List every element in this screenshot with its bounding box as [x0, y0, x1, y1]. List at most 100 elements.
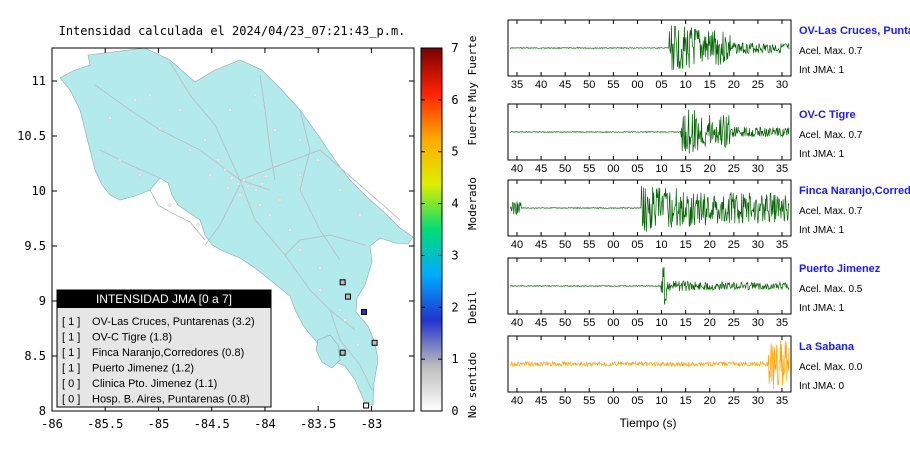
trace-tick-label: 35	[776, 395, 788, 407]
trace-tick-label: 40	[535, 79, 547, 91]
town-marker	[258, 203, 262, 207]
waveform	[509, 109, 790, 154]
legend-item-label: OV-Las Cruces, Puntarenas (3.2)	[92, 316, 255, 328]
colorbar-tick-label: 2	[451, 300, 458, 314]
town-marker	[338, 188, 342, 192]
town-marker	[298, 138, 302, 142]
trace-int-jma: Int JMA: 0	[799, 381, 844, 392]
town-marker	[238, 193, 242, 197]
intensity-legend: INTENSIDAD JMA [0 a 7] [ 1 ] OV-Las Cruce…	[56, 289, 272, 408]
trace-tick-label: 15	[680, 163, 692, 175]
colorbar: 0 1 2 3 4 5 6 7 No sentido Debil Moderado Fuerte Mu…	[420, 36, 479, 419]
legend-item-label: Hosp. B. Aires, Puntarenas (0.8)	[92, 394, 250, 406]
legend-box	[56, 289, 272, 408]
trace-acel-max: Acel. Max. 0.5	[799, 284, 863, 295]
map-y-tick-label: 8.5	[24, 349, 46, 363]
trace-tick-label: 40	[511, 395, 523, 407]
town-marker	[288, 228, 292, 232]
road	[239, 149, 401, 221]
waveform	[509, 185, 790, 232]
trace-tick-label: 05	[631, 239, 643, 251]
trace-station-name: OV-C Tigre	[799, 109, 856, 121]
trace-tick-label: 05	[655, 79, 667, 91]
legend-item-label: OV-C Tigre (1.8)	[92, 332, 172, 344]
colorbar-tick-label: 3	[451, 248, 458, 262]
legend-item-code: [ 1 ]	[62, 316, 80, 328]
station-marker	[360, 309, 367, 315]
trace-station-name: OV-Las Cruces, Puntarenas	[799, 25, 910, 37]
colorbar-tick-label: 4	[451, 197, 458, 211]
trace-tick-label: 10	[680, 79, 692, 91]
station-marker	[344, 293, 351, 300]
trace-tick-label: 15	[680, 239, 692, 251]
colorbar-tick-label: 6	[451, 93, 458, 107]
town-marker	[246, 184, 250, 188]
legend-items: [ 1 ] OV-Las Cruces, Puntarenas (3.2) [ 1 …	[62, 316, 255, 406]
road	[284, 234, 366, 256]
trace-tick-label: 35	[511, 79, 523, 91]
town-marker	[236, 182, 240, 186]
trace-tick-label: 00	[607, 317, 619, 329]
trace-tick-label: 15	[680, 317, 692, 329]
trace-tick-label: 40	[511, 239, 523, 251]
town-marker	[358, 213, 362, 217]
trace-tick-label: 15	[704, 79, 716, 91]
colorbar-tick-label: 5	[451, 145, 458, 159]
trace-tick-label: 40	[511, 163, 523, 175]
trace-tick-label: 55	[607, 79, 619, 91]
trace-tick-label: 10	[655, 395, 667, 407]
trace-tick-label: 55	[583, 395, 595, 407]
town-marker	[298, 248, 302, 252]
trace-tick-label: 50	[559, 163, 571, 175]
map-x-axis: -86 -85.5 -85 -84.5 -84 -83.5 -83	[41, 48, 382, 431]
trace-tick-label: 55	[583, 163, 595, 175]
trace-tick-label: 50	[583, 79, 595, 91]
town-marker	[168, 203, 172, 207]
map-y-tick-label: 9.5	[24, 239, 46, 253]
road	[94, 84, 271, 191]
trace-tick-label: 20	[704, 317, 716, 329]
road	[169, 61, 241, 181]
town-marker	[203, 138, 207, 142]
map-x-tick-label: -83	[361, 417, 383, 431]
town-marker	[158, 126, 162, 130]
colorbar-tick-label: 0	[451, 404, 458, 418]
trace-tick-label: 10	[655, 317, 667, 329]
station-marker	[363, 402, 370, 409]
trace-tick-label: 10	[655, 163, 667, 175]
road	[259, 74, 276, 181]
trace-tick-label: 45	[535, 163, 547, 175]
town-marker	[273, 128, 277, 132]
trace-panel: 40 45 50 55 00 05 10 15 20 25 30 35 Puerto Jimenez Ac…	[507, 257, 881, 329]
town-marker	[223, 168, 227, 172]
town-marker	[253, 93, 257, 97]
trace-acel-max: Acel. Max. 0.7	[799, 130, 863, 141]
trace-tick-label: 45	[535, 239, 547, 251]
road	[204, 184, 241, 246]
trace-acel-max: Acel. Max. 0.0	[799, 362, 863, 373]
colorbar-tick-label: 7	[451, 41, 458, 55]
trace-station-name: Puerto Jimenez	[799, 263, 881, 275]
trace-int-jma: Int JMA: 1	[799, 303, 844, 314]
colorbar-category-label: Debil	[466, 291, 479, 324]
legend-item-code: [ 1 ]	[62, 363, 80, 375]
colorbar-labels: No sentido Debil Moderado Fuerte Muy Fuerte	[466, 36, 479, 419]
legend-item-code: [ 0 ]	[62, 378, 80, 390]
trace-tick-label: 30	[752, 395, 764, 407]
legend-item-label: Finca Naranjo,Corredores (0.8)	[92, 347, 244, 359]
map-y-tick-label: 10.5	[17, 129, 46, 143]
map-y-tick-label: 11	[32, 74, 46, 88]
road	[99, 149, 161, 179]
trace-tick-label: 00	[607, 239, 619, 251]
trace-tick-label: 05	[631, 163, 643, 175]
map-title: Intensidad calculada el 2024/04/23_07:21…	[59, 24, 406, 38]
trace-tick-label: 45	[535, 317, 547, 329]
trace-int-jma: Int JMA: 1	[799, 65, 844, 76]
town-marker	[264, 174, 268, 178]
legend-header	[57, 290, 271, 308]
trace-tick-label: 50	[559, 239, 571, 251]
trace-tick-label: 20	[704, 163, 716, 175]
station-marker	[339, 349, 346, 356]
nicoya-gulf-coast	[149, 189, 206, 241]
colorbar-category-label: Muy Fuerte	[466, 36, 479, 102]
